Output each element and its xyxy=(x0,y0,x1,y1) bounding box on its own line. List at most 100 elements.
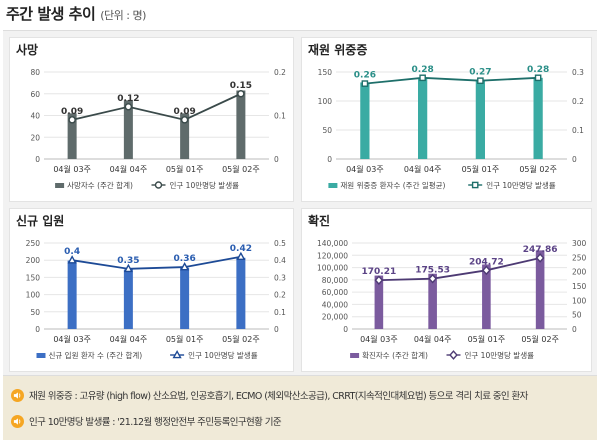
line-point xyxy=(361,80,369,87)
line-point xyxy=(428,273,437,284)
legend-label: 인구 10만명당 발생률 xyxy=(486,180,556,190)
bar xyxy=(533,77,543,159)
y2-tick-label: 0.2 xyxy=(572,97,584,106)
line-point xyxy=(374,275,384,286)
data-label: 0.28 xyxy=(527,65,549,75)
line-series xyxy=(71,255,242,270)
y-tick-label: 80,000 xyxy=(322,276,348,285)
y2-tick-label: 200 xyxy=(572,268,587,277)
line-point xyxy=(237,90,245,98)
bar xyxy=(236,257,246,329)
y2-tick-label: 0.1 xyxy=(274,112,286,121)
y-tick-label: 50 xyxy=(322,126,332,135)
data-label: 0.12 xyxy=(117,94,139,104)
gridlines xyxy=(336,71,567,160)
chart-panel-admissions: 신규 입원 0 50 100 150 200 250 0 0.1 0.2 0.3 0.4 0.5 04월 … xyxy=(9,208,294,372)
y-tick-label: 80 xyxy=(30,68,40,77)
legend-label: 인구 10만명당 발생률 xyxy=(188,350,258,360)
y-tick-label: 40,000 xyxy=(322,300,348,309)
legend-bar-swatch xyxy=(328,183,338,188)
y-tick-label: 0 xyxy=(343,325,348,334)
data-label: 0.26 xyxy=(354,71,376,81)
y-tick-label: 120,000 xyxy=(317,251,348,260)
x-tick-label: 05월 01주 xyxy=(468,334,506,344)
y2-tick-label: 0.2 xyxy=(274,68,286,77)
y-tick-label: 200 xyxy=(26,256,41,265)
bar xyxy=(482,264,491,329)
legend-bar-swatch xyxy=(36,353,46,358)
bar xyxy=(374,275,384,329)
y-tick-label: 60,000 xyxy=(322,288,348,297)
note-text: 인구 10만명당 발생률 : '21.12월 행정안전부 주민등록인구현황 기준 xyxy=(29,417,282,428)
line-point xyxy=(534,74,542,82)
legend: 확진자수 (주간 합계) 인구 10만명당 발생률 xyxy=(350,350,534,360)
note-rate-basis: 인구 10만명당 발생률 : '21.12월 행정안전부 주민등록인구현황 기준 xyxy=(11,414,282,428)
x-tick-label: 05월 02주 xyxy=(222,334,260,344)
chart-title: 확진 xyxy=(308,213,330,228)
y-tick-label: 150 xyxy=(26,273,41,282)
y-tick-label: 140,000 xyxy=(317,239,348,248)
legend-bar-swatch xyxy=(55,183,65,188)
data-label: 0.09 xyxy=(61,107,83,117)
line-point xyxy=(68,116,76,124)
y-tick-label: 150 xyxy=(318,68,333,77)
x-tick-label: 05월 02주 xyxy=(521,334,559,344)
line-point xyxy=(236,251,246,261)
data-label: 170.21 xyxy=(362,267,397,277)
y-tick-label: 40 xyxy=(30,112,40,121)
page-title: 주간 발생 추이 xyxy=(6,5,96,23)
legend: 사망자수 (주간 합계) 인구 10만명당 발생률 xyxy=(55,180,239,190)
line-point xyxy=(535,253,545,263)
y2-tick-label: 250 xyxy=(572,253,587,262)
y-tick-label: 0 xyxy=(327,155,332,164)
y2-tick-label: 0.1 xyxy=(274,308,286,317)
bar xyxy=(475,79,485,159)
line-point xyxy=(449,350,458,360)
bar xyxy=(428,273,437,329)
charts-grid: 사망 0 20 40 60 80 0 0.1 0.2 04월 03주 04월 04주 05월 01주 0… xyxy=(3,30,597,376)
bar xyxy=(67,113,77,159)
y2-tick-label: 300 xyxy=(572,239,587,248)
line-point xyxy=(477,77,484,84)
x-tick-label: 04월 03주 xyxy=(346,164,384,174)
line-point xyxy=(123,263,133,273)
y-tick-label: 0 xyxy=(35,325,40,334)
chart-svg: 확진 0 20,000 40,000 60,000 80,000 100,000 120,00… xyxy=(308,213,587,360)
x-tick-label: 04월 04주 xyxy=(404,164,442,174)
bar xyxy=(123,100,133,159)
y2-tick-label: 0 xyxy=(572,155,577,164)
line-series xyxy=(378,257,541,282)
y-tick-label: 60 xyxy=(30,90,40,99)
legend: 신규 입원 환자 수 (주간 합계) 인구 10만명당 발생률 xyxy=(36,349,258,360)
line-point xyxy=(172,349,182,359)
chart-svg: 신규 입원 0 50 100 150 200 250 0 0.1 0.2 0.3 0.4 0.5 04월 … xyxy=(16,213,286,360)
y-tick-label: 0 xyxy=(35,155,40,164)
y-tick-label: 50 xyxy=(30,308,40,317)
gridlines xyxy=(352,242,567,330)
speaker-icon xyxy=(11,414,24,428)
bar xyxy=(360,82,370,159)
legend-label: 인구 10만명당 발생률 xyxy=(170,180,240,190)
y2-tick-label: 0 xyxy=(572,325,577,334)
line-point xyxy=(471,181,479,189)
note-critical-definition: 재원 위중증 : 고유량 (high flow) 산소요법, 인공호흡기, EC… xyxy=(11,388,528,402)
chart-title: 사망 xyxy=(16,42,38,57)
x-tick-label: 05월 01주 xyxy=(166,334,204,344)
data-label: 0.36 xyxy=(174,254,196,264)
data-label: 0.28 xyxy=(412,65,434,75)
x-tick-label: 05월 01주 xyxy=(166,164,204,174)
line-series xyxy=(364,76,539,85)
y2-tick-label: 0 xyxy=(274,325,279,334)
y-tick-label: 100 xyxy=(26,291,41,300)
y2-tick-label: 100 xyxy=(572,296,587,305)
data-label: 204.72 xyxy=(469,257,504,267)
legend: 재원 위중증 환자수 (주간 일평균) 인구 10만명당 발생률 xyxy=(328,180,556,190)
data-label: 0.42 xyxy=(230,244,252,254)
y-tick-label: 100 xyxy=(318,97,333,106)
legend-label: 확진자수 (주간 합계) xyxy=(362,350,428,360)
legend-label: 신규 입원 환자 수 (주간 합계) xyxy=(49,350,143,360)
line-point xyxy=(180,116,189,124)
chart-svg: 사망 0 20 40 60 80 0 0.1 0.2 04월 03주 04월 04주 05월 01주 0… xyxy=(16,42,286,190)
y2-tick-label: 0.1 xyxy=(572,126,584,135)
line-point xyxy=(154,181,163,189)
